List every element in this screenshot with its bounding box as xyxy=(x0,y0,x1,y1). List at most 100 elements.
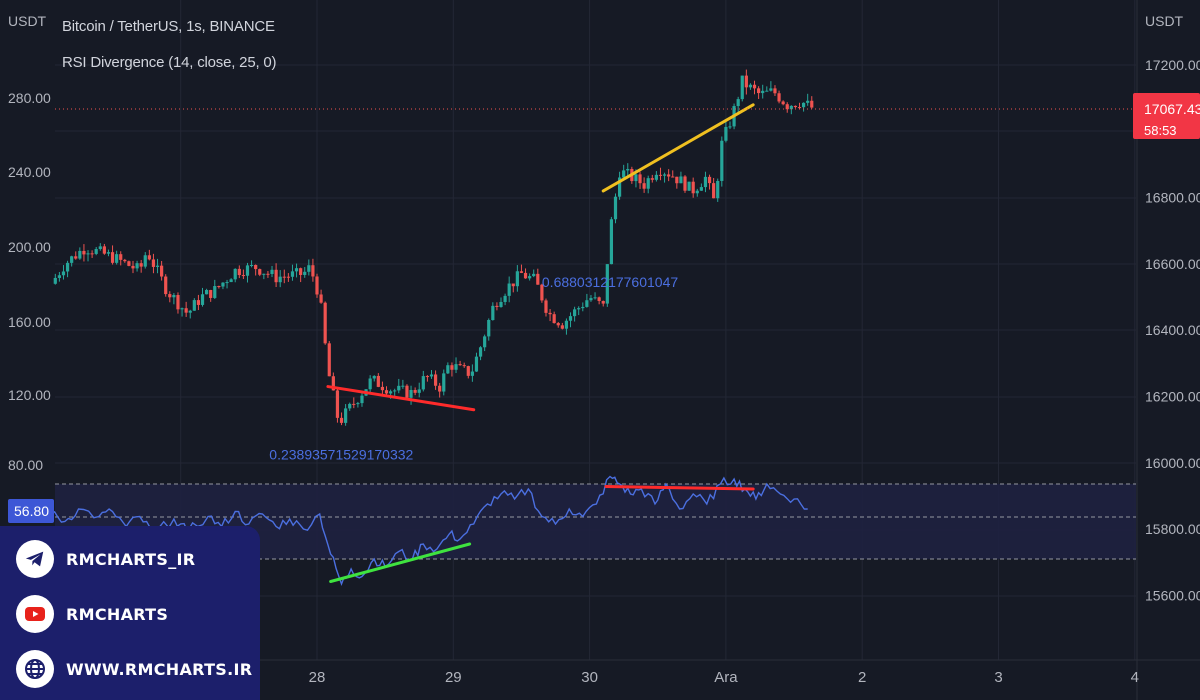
candle[interactable] xyxy=(667,169,671,182)
candle[interactable] xyxy=(458,360,462,366)
candle[interactable] xyxy=(368,375,372,394)
candle[interactable] xyxy=(352,397,356,409)
candle[interactable] xyxy=(728,121,732,130)
candle[interactable] xyxy=(450,362,454,377)
candle[interactable] xyxy=(724,120,728,143)
candle[interactable] xyxy=(119,251,123,266)
candle[interactable] xyxy=(200,287,205,307)
candle[interactable] xyxy=(315,273,319,298)
candle[interactable] xyxy=(327,341,331,377)
candle[interactable] xyxy=(188,309,192,319)
candle[interactable] xyxy=(384,386,389,396)
candle[interactable] xyxy=(703,171,708,193)
candle[interactable] xyxy=(213,279,217,300)
candle[interactable] xyxy=(671,170,675,178)
candle[interactable] xyxy=(646,175,650,194)
candlestick-series[interactable] xyxy=(53,69,814,426)
candle[interactable] xyxy=(335,389,340,423)
candle[interactable] xyxy=(110,245,115,265)
candle[interactable] xyxy=(155,258,160,274)
candle[interactable] xyxy=(123,258,127,263)
candle[interactable] xyxy=(360,392,364,407)
candle[interactable] xyxy=(716,178,720,202)
candle[interactable] xyxy=(339,412,344,426)
candle[interactable] xyxy=(744,69,748,95)
candle[interactable] xyxy=(303,267,307,278)
candle[interactable] xyxy=(503,293,507,306)
candle[interactable] xyxy=(609,216,614,265)
candle[interactable] xyxy=(777,90,781,104)
candle[interactable] xyxy=(262,273,266,280)
candle[interactable] xyxy=(344,404,348,426)
candle[interactable] xyxy=(519,264,524,274)
candle[interactable] xyxy=(254,264,258,276)
candle[interactable] xyxy=(568,312,573,328)
candle[interactable] xyxy=(789,105,793,115)
candle[interactable] xyxy=(278,270,282,288)
candle[interactable] xyxy=(589,295,593,302)
candle[interactable] xyxy=(409,385,413,405)
candle[interactable] xyxy=(425,375,430,382)
candle[interactable] xyxy=(650,174,654,183)
candle[interactable] xyxy=(675,176,679,189)
candle[interactable] xyxy=(515,265,519,292)
candle[interactable] xyxy=(172,293,176,305)
candle[interactable] xyxy=(638,171,642,189)
candle[interactable] xyxy=(773,85,777,97)
candle[interactable] xyxy=(683,175,687,193)
candle[interactable] xyxy=(581,302,585,312)
candle[interactable] xyxy=(442,369,446,396)
candle[interactable] xyxy=(487,318,491,341)
social-website[interactable]: WWW.RMCHARTS.IR xyxy=(16,650,252,688)
candle[interactable] xyxy=(282,269,286,284)
candle[interactable] xyxy=(662,172,667,183)
candle[interactable] xyxy=(417,382,421,398)
candle[interactable] xyxy=(793,105,798,109)
candle[interactable] xyxy=(53,273,57,285)
candle[interactable] xyxy=(691,177,695,198)
candle[interactable] xyxy=(699,183,703,191)
candle[interactable] xyxy=(225,279,229,289)
candle[interactable] xyxy=(654,171,658,182)
candle[interactable] xyxy=(139,259,143,273)
candle[interactable] xyxy=(90,250,94,258)
candle[interactable] xyxy=(642,177,646,193)
candle[interactable] xyxy=(294,263,299,278)
candle[interactable] xyxy=(102,243,106,255)
candle[interactable] xyxy=(135,260,139,272)
candle[interactable] xyxy=(147,249,151,261)
candle[interactable] xyxy=(810,96,814,109)
candle[interactable] xyxy=(168,291,172,303)
candle[interactable] xyxy=(221,282,225,290)
candle[interactable] xyxy=(752,80,757,95)
candle[interactable] xyxy=(613,193,618,224)
candle[interactable] xyxy=(736,96,740,113)
candle[interactable] xyxy=(507,276,511,303)
candle[interactable] xyxy=(311,258,315,282)
candle[interactable] xyxy=(245,262,250,283)
candle[interactable] xyxy=(229,278,233,283)
candle[interactable] xyxy=(319,289,323,304)
social-telegram[interactable]: RMCHARTS_IR xyxy=(16,540,195,578)
candle[interactable] xyxy=(209,289,213,302)
candle[interactable] xyxy=(532,269,536,278)
candle[interactable] xyxy=(57,272,61,282)
candle[interactable] xyxy=(164,274,168,297)
candle[interactable] xyxy=(548,309,552,322)
candle[interactable] xyxy=(597,296,601,305)
candle[interactable] xyxy=(552,311,556,324)
candle[interactable] xyxy=(454,357,458,374)
candle[interactable] xyxy=(687,181,691,191)
candle[interactable] xyxy=(593,292,597,300)
candle[interactable] xyxy=(573,306,577,322)
candle[interactable] xyxy=(528,273,532,281)
candle[interactable] xyxy=(781,100,785,106)
candle[interactable] xyxy=(806,93,810,106)
candle[interactable] xyxy=(757,86,761,99)
candle[interactable] xyxy=(560,322,564,330)
candle[interactable] xyxy=(266,271,270,278)
candle[interactable] xyxy=(176,292,180,314)
candle[interactable] xyxy=(204,288,209,295)
candle[interactable] xyxy=(258,268,262,277)
